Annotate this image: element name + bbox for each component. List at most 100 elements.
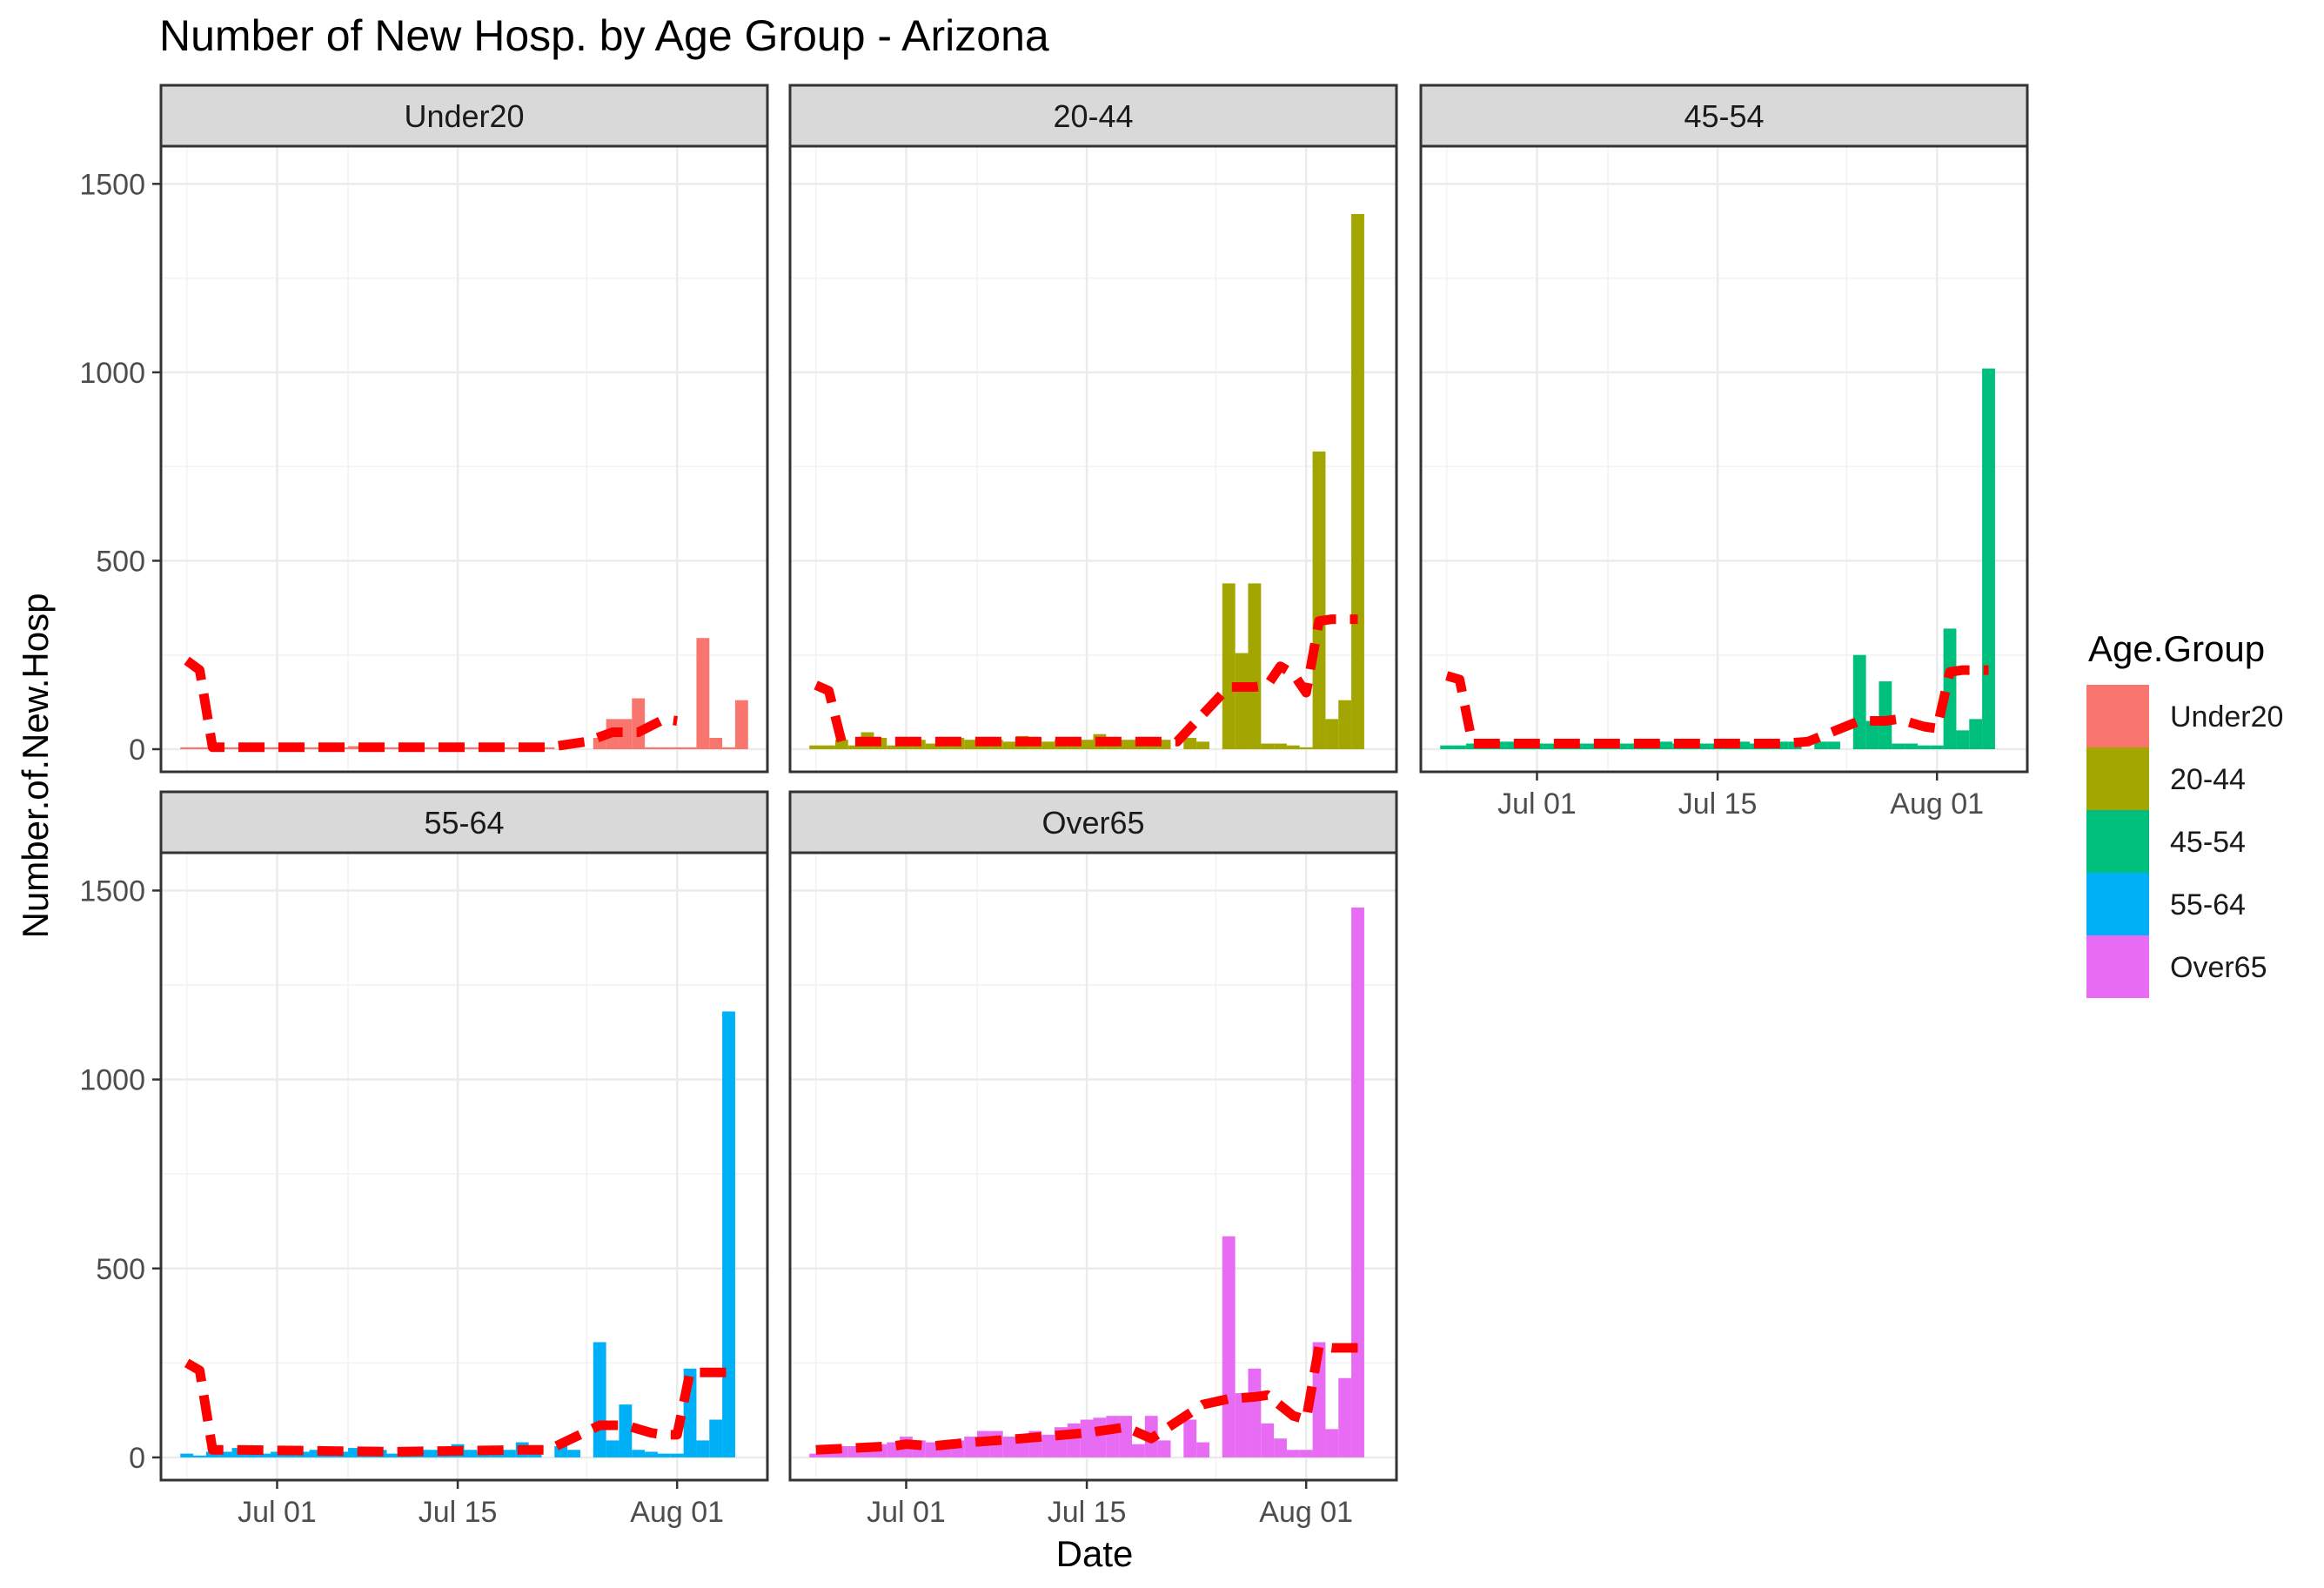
bar xyxy=(1956,730,1970,750)
bar xyxy=(709,738,723,750)
bar xyxy=(1196,1442,1209,1457)
bar xyxy=(1582,743,1596,750)
bar xyxy=(1041,1434,1055,1457)
bar xyxy=(809,1453,823,1457)
bar xyxy=(1892,743,1905,750)
bar xyxy=(1286,1450,1300,1457)
panel-border xyxy=(159,144,769,774)
bar xyxy=(1698,743,1711,750)
legend-label-45-54: 45-54 xyxy=(2170,826,2246,859)
x-tick-label: Aug 01 xyxy=(630,1496,724,1529)
y-tick-label: 500 xyxy=(96,545,145,578)
trend-line xyxy=(814,614,1358,747)
bar xyxy=(1299,747,1313,750)
plot-area xyxy=(790,853,1396,1480)
facet-panel-55-64: 55-64 0 500 1000 1500 Jul 01 Jul 15 Aug 01 xyxy=(79,790,769,1529)
x-tick-label: Jul 15 xyxy=(1048,1496,1127,1529)
bar xyxy=(657,747,671,750)
plot-area xyxy=(161,146,767,772)
bar xyxy=(180,1453,194,1457)
x-tick-label: Jul 01 xyxy=(867,1496,946,1529)
legend-key-Under20 xyxy=(2086,685,2149,747)
bar xyxy=(1943,628,1957,750)
facet-strip-label: Over65 xyxy=(1041,805,1144,841)
bar xyxy=(1930,745,1944,750)
facet-strip-label: 20-44 xyxy=(1053,98,1133,134)
facet-panel-45-54: 45-54 Jul 01 Jul 15 Aug 01 xyxy=(1419,84,2029,821)
bar xyxy=(670,1453,684,1457)
plot-area xyxy=(161,853,767,1480)
bar xyxy=(670,747,684,750)
bar xyxy=(258,1453,271,1457)
bar xyxy=(964,1437,978,1457)
bar xyxy=(1465,743,1479,750)
bar xyxy=(541,747,555,750)
bar xyxy=(847,745,861,750)
legend-label-55-64: 55-64 xyxy=(2170,888,2246,921)
bar xyxy=(809,745,823,750)
bar xyxy=(1969,719,1983,750)
bar xyxy=(1183,1419,1197,1457)
bar xyxy=(1235,1393,1249,1457)
bar xyxy=(619,1404,633,1457)
bar xyxy=(1235,653,1249,750)
bar xyxy=(1982,368,1995,750)
bar xyxy=(1261,1423,1275,1457)
bar xyxy=(1737,741,1751,750)
bar xyxy=(1814,741,1828,750)
bar xyxy=(722,1011,735,1457)
facet-strip-label: 55-64 xyxy=(424,805,504,841)
panel-border xyxy=(788,851,1398,1482)
bar xyxy=(887,745,901,750)
bar xyxy=(1106,1416,1120,1457)
bar xyxy=(1119,1416,1132,1457)
bar xyxy=(1905,743,1918,750)
bar xyxy=(193,747,206,750)
y-tick-label: 1500 xyxy=(79,168,145,201)
facet-strip xyxy=(788,84,1398,148)
bar xyxy=(606,1440,620,1457)
bar xyxy=(632,698,646,750)
y-axis-title: Number.of.New.Hosp xyxy=(15,593,56,939)
facet-panels: Under20 0 500 1000 1500 20-44 45-54 Jul 01 Jul 1… xyxy=(79,84,2029,1529)
facet-panel-20-44: 20-44 xyxy=(788,84,1398,774)
bar xyxy=(1879,681,1892,750)
trend-line xyxy=(815,1341,1358,1455)
x-tick-label: Jul 15 xyxy=(1678,787,1758,821)
bar xyxy=(1196,741,1209,750)
bar xyxy=(1041,741,1055,750)
bar xyxy=(1312,451,1326,750)
bar xyxy=(309,1450,323,1457)
x-tick-label: Jul 01 xyxy=(1497,787,1577,821)
bar xyxy=(1093,1417,1107,1457)
bar xyxy=(964,740,978,750)
bar xyxy=(193,1455,206,1457)
panel-border xyxy=(1419,144,2029,774)
legend: Age.Group Under20 20-44 45-54 55-64 Over65 xyxy=(2086,628,2283,998)
bar xyxy=(218,747,232,750)
panel-border xyxy=(788,144,1398,774)
bar xyxy=(218,1451,232,1457)
facet-strip-label: 45-54 xyxy=(1684,98,1764,134)
bar xyxy=(1286,745,1300,750)
bar xyxy=(645,747,658,750)
bar xyxy=(1325,719,1339,750)
bar xyxy=(1248,1368,1262,1457)
facet-strip xyxy=(159,790,769,854)
bar xyxy=(1453,745,1466,750)
bar xyxy=(619,719,633,750)
bar xyxy=(1274,1438,1287,1457)
bar xyxy=(1261,743,1275,750)
x-tick-label: Aug 01 xyxy=(1259,1496,1353,1529)
bar xyxy=(1852,654,1866,750)
chart-title: Number of New Hosp. by Age Group - Arizo… xyxy=(159,11,1049,60)
bar xyxy=(1827,741,1840,750)
bar xyxy=(593,1342,606,1457)
bar xyxy=(1620,743,1634,750)
bar xyxy=(657,1453,671,1457)
y-tick-label: 0 xyxy=(129,1442,145,1475)
legend-key-Over65 xyxy=(2086,935,2149,998)
y-tick-label: 1500 xyxy=(79,874,145,908)
bar xyxy=(425,1450,439,1457)
